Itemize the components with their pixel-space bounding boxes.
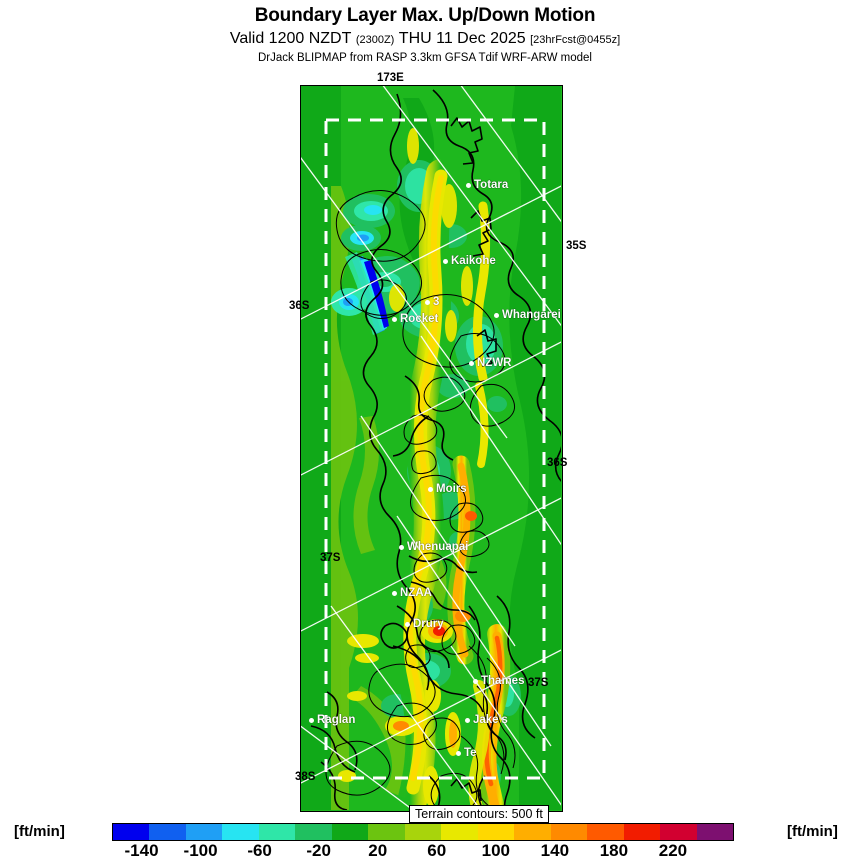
colorbar-swatch xyxy=(368,824,405,840)
colorbar-tick-label: -20 xyxy=(306,841,331,860)
colorbar-swatch xyxy=(623,824,661,840)
colorbar-tick-label: 140 xyxy=(540,841,570,860)
colorbar-swatch xyxy=(660,824,697,840)
colorbar-tick-label: -140 xyxy=(124,841,159,860)
colorbar-swatch xyxy=(477,824,515,840)
colorbar-swatch xyxy=(696,824,733,840)
colorbar-tick-label: -60 xyxy=(247,841,272,860)
colorbar-swatch xyxy=(222,824,259,840)
colorbar-swatch xyxy=(550,824,588,840)
map-raster xyxy=(301,86,561,810)
colorbar-swatch xyxy=(149,824,186,840)
colorbar-unit-left: [ft/min] xyxy=(14,823,65,840)
colorbar-tick-label: 180 xyxy=(599,841,629,860)
colorbar-swatch xyxy=(441,824,478,840)
colorbar-tick-label: -100 xyxy=(183,841,218,860)
colorbar-ticks: -140 -100 -60 -20 20 60 100 140 180 220 xyxy=(112,841,732,861)
colorbar-legend: [ft/min] [ft/min] -140 -100 -60 -20 20 60 100 1… xyxy=(0,820,850,860)
grid-label-37s-5: 37S xyxy=(528,677,549,689)
grid-label-37s-4: 37S xyxy=(320,552,341,564)
colorbar-tick-label: 60 xyxy=(427,841,447,860)
colorbar-swatch xyxy=(185,824,223,840)
colorbar-swatch xyxy=(587,824,624,840)
grid-label-38s-6: 38S xyxy=(295,771,316,783)
model-description: DrJack BLIPMAP from RASP 3.3km GFSA Tdif… xyxy=(257,52,592,64)
colorbar-swatch xyxy=(113,824,150,840)
colorbar-tick-label: 20 xyxy=(368,841,388,860)
page-title: Boundary Layer Max. Up/Down Motion xyxy=(254,5,596,26)
valid-time-utc: (2300Z) xyxy=(355,34,395,46)
colorbar-swatch xyxy=(331,824,369,840)
valid-time-local: Valid 1200 NZDT xyxy=(229,30,352,47)
colorbar-unit-right: [ft/min] xyxy=(787,823,838,840)
header-block: Boundary Layer Max. Up/Down Motion Valid… xyxy=(0,0,850,65)
colorbar-swatches xyxy=(112,823,734,841)
colorbar-swatch xyxy=(404,824,442,840)
forecast-map[interactable] xyxy=(300,85,563,812)
grid-label-35s-1: 35S xyxy=(566,240,587,252)
colorbar-tick-label: 100 xyxy=(481,841,510,860)
colorbar-swatch xyxy=(258,824,296,840)
forecast-tag: [23hrFcst@0455z] xyxy=(530,34,621,46)
colorbar-swatch xyxy=(295,824,332,840)
terrain-contour-note: Terrain contours: 500 ft xyxy=(409,805,549,823)
valid-time-line: Valid 1200 NZDT (2300Z) THU 11 Dec 2025 … xyxy=(0,29,850,50)
grid-label-173e-0: 173E xyxy=(377,72,404,84)
grid-label-36s-2: 36S xyxy=(289,300,310,312)
colorbar-swatch xyxy=(514,824,551,840)
valid-date: THU 11 Dec 2025 xyxy=(398,30,526,47)
grid-label-36s-3: 36S xyxy=(547,457,568,469)
colorbar-tick-label: 220 xyxy=(658,841,688,860)
